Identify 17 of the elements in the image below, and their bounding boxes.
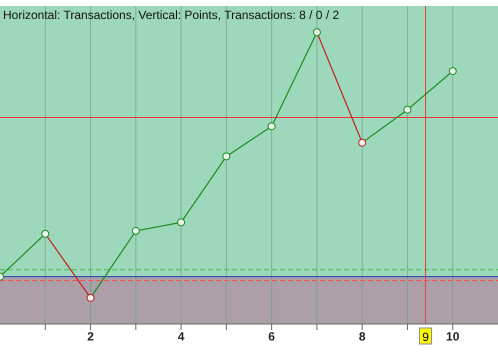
x-tick-label: 8 — [358, 330, 366, 344]
point — [41, 230, 50, 238]
x-tick-label: 10 — [446, 330, 460, 344]
point — [358, 138, 366, 147]
point — [222, 152, 230, 160]
x-tick-label: 2 — [87, 330, 94, 344]
chart-title: Horizontal: Transactions, Vertical: Points, Transactions: 8 / 0 / 2 — [3, 8, 340, 22]
point — [86, 294, 95, 302]
x-tick-label: 6 — [268, 330, 276, 344]
point — [448, 67, 457, 76]
ref-line-label: 9 — [422, 330, 430, 344]
point — [312, 28, 321, 36]
point — [132, 226, 140, 235]
point — [177, 218, 186, 226]
x-tick-label: 4 — [178, 330, 185, 344]
point — [403, 106, 412, 114]
point — [268, 122, 276, 130]
